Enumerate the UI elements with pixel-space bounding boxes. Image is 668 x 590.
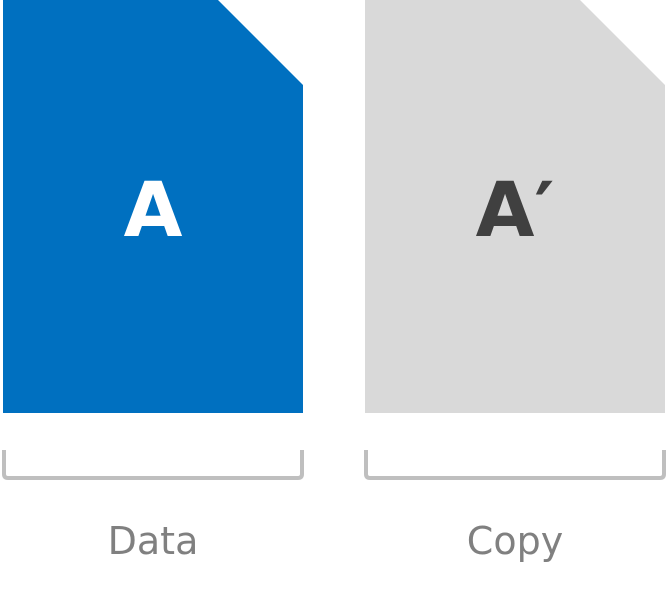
data-document: A — [3, 0, 303, 413]
data-document-letter: A — [123, 165, 183, 254]
data-bracket — [2, 450, 304, 480]
copy-document: A′ — [365, 0, 665, 413]
data-caption: Data — [107, 519, 199, 563]
copy-document-shape — [365, 0, 665, 413]
data-document-shape — [3, 0, 303, 413]
copy-caption: Copy — [466, 519, 564, 563]
copy-document-letter: A′ — [475, 165, 555, 254]
copy-bracket — [364, 450, 666, 480]
